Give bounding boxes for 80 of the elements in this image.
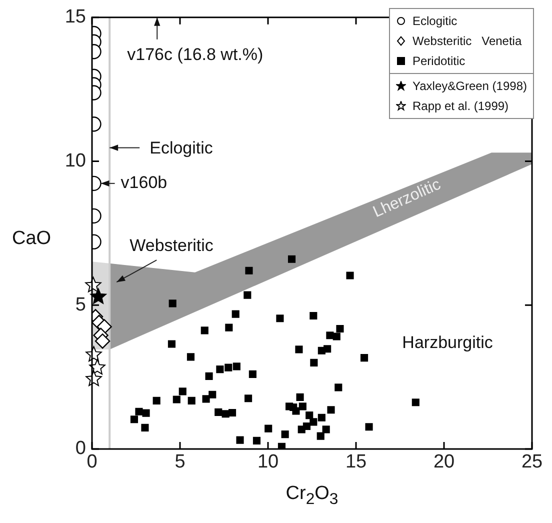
point — [306, 412, 314, 420]
x-tick-label: 25 — [521, 452, 543, 473]
legend-label: Websteritic Venetia — [412, 33, 522, 50]
legend-label: Rapp et al. (1999) — [412, 98, 509, 115]
y-tick-label: 5 — [75, 294, 86, 316]
point — [278, 442, 286, 449]
point — [264, 424, 272, 432]
point — [216, 366, 224, 374]
point — [302, 422, 310, 430]
point — [296, 393, 304, 401]
point — [336, 324, 344, 333]
point — [322, 426, 330, 434]
point — [236, 436, 244, 444]
point — [141, 424, 149, 432]
annotation: Websteritic — [130, 236, 214, 255]
legend-label: Peridotitic — [412, 53, 466, 70]
point — [224, 364, 232, 372]
point — [135, 408, 143, 416]
point — [89, 359, 106, 375]
y-tick-label: 15 — [64, 6, 86, 28]
point — [252, 436, 261, 444]
point — [365, 423, 373, 431]
point — [225, 324, 233, 332]
point — [332, 332, 340, 340]
point — [208, 390, 216, 398]
point — [214, 408, 222, 416]
x-tick-label: 15 — [345, 452, 367, 473]
point — [288, 255, 296, 263]
point — [334, 384, 342, 392]
x-tick-label: 5 — [174, 452, 186, 473]
point — [172, 396, 180, 404]
point — [130, 416, 138, 424]
annotation: v160b — [120, 173, 168, 192]
point — [152, 396, 160, 404]
point — [248, 370, 256, 378]
x-tick-label: 20 — [433, 452, 455, 473]
point — [327, 406, 335, 414]
point — [326, 332, 334, 340]
point — [168, 300, 176, 308]
point — [232, 362, 240, 370]
x-tick-label: 10 — [257, 452, 279, 473]
point — [168, 340, 176, 348]
point — [188, 396, 196, 404]
point — [412, 398, 420, 406]
point — [316, 432, 324, 440]
point — [232, 310, 240, 318]
annotation: Harzburgitic — [402, 333, 494, 352]
point — [310, 358, 318, 366]
y-axis-title: CaO — [12, 228, 52, 250]
x-axis-title: Cr$_{2}$O$_{3}$ — [284, 483, 340, 509]
annotation: v176c (16.8 wt.%) — [127, 45, 264, 64]
point — [318, 414, 326, 422]
y-tick-label: 0 — [75, 438, 86, 460]
point — [202, 395, 210, 403]
point — [295, 346, 303, 354]
point — [205, 372, 213, 380]
point — [244, 394, 252, 402]
point — [298, 402, 306, 410]
point — [200, 326, 208, 334]
point — [228, 408, 236, 417]
annotation: Eclogitic — [150, 138, 214, 158]
point — [286, 402, 294, 410]
point — [142, 409, 150, 417]
y-tick-label: 10 — [64, 150, 86, 172]
point — [178, 388, 186, 396]
point — [245, 266, 253, 274]
point — [324, 345, 332, 353]
point — [94, 334, 110, 349]
point — [346, 272, 354, 280]
point — [244, 291, 252, 299]
point — [276, 314, 284, 322]
point — [310, 418, 318, 426]
point — [292, 407, 300, 415]
point — [281, 430, 289, 438]
legend-label: Yaxley&Green (1998) — [412, 78, 527, 95]
legend-label: Eclogitic — [412, 13, 458, 30]
point — [310, 312, 318, 320]
point — [90, 288, 106, 304]
point — [360, 354, 368, 362]
point — [186, 353, 195, 361]
